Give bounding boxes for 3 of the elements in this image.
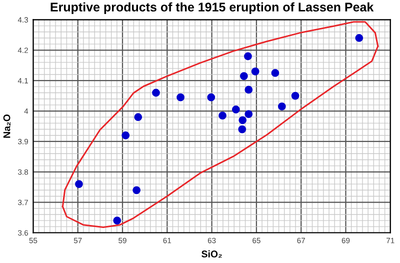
y-axis-title: Na₂O	[3, 114, 10, 138]
chart-title: Eruptive products of the 1915 eruption of Lassen Peak	[50, 2, 374, 14]
x-axis-title: SiO₂	[202, 250, 222, 258]
